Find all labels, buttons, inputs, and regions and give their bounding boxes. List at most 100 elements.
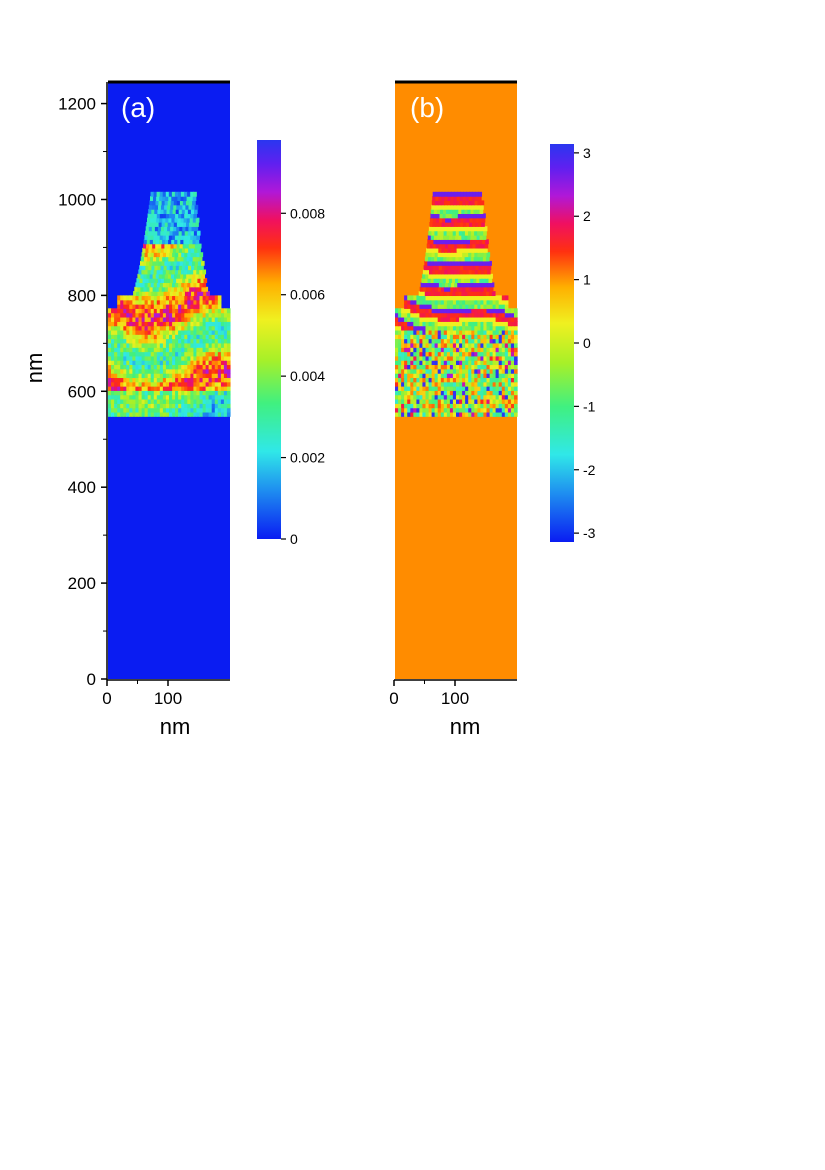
heatmap-cell [220, 325, 225, 331]
heatmap-cell [471, 295, 475, 301]
heatmap-cell [108, 407, 112, 413]
heatmap-cell [189, 222, 193, 227]
heatmap-cell [514, 360, 518, 366]
heatmap-cell [187, 191, 191, 197]
heatmap-cell [223, 411, 228, 417]
heatmap-cell [481, 265, 486, 271]
heatmap-cell [465, 286, 470, 292]
heatmap-cell [199, 252, 204, 258]
heatmap-cell [510, 351, 515, 357]
heatmap-cell [135, 381, 140, 387]
heatmap-cell [217, 407, 222, 413]
heatmap-cell [165, 373, 170, 379]
heatmap-cell [395, 325, 399, 331]
heatmap-cell [164, 260, 169, 266]
heatmap-cell [214, 373, 219, 379]
heatmap-cell [178, 399, 182, 404]
heatmap-cell [162, 282, 167, 288]
heatmap-cell [413, 347, 417, 353]
heatmap-cell [440, 209, 444, 215]
heatmap-cell [449, 204, 454, 210]
heatmap-cell [149, 286, 154, 292]
heatmap-cell [489, 373, 494, 379]
heatmap-cell [181, 317, 185, 322]
heatmap-cell [434, 252, 439, 258]
heatmap-cell [467, 273, 472, 279]
heatmap-cell [477, 317, 482, 322]
heatmap-cell [129, 399, 133, 404]
heatmap-cell [501, 334, 506, 340]
heatmap-cell [410, 338, 414, 344]
heatmap-cell [467, 204, 472, 210]
heatmap-cell [120, 386, 124, 391]
heatmap-cell [480, 399, 485, 404]
heatmap-cell [150, 338, 155, 344]
heatmap-cell [169, 329, 173, 335]
heatmap-cell [196, 295, 201, 301]
heatmap-cell [486, 342, 491, 348]
heatmap-cell [162, 403, 167, 409]
heatmap-cell [153, 386, 158, 391]
heatmap-cell [162, 351, 167, 357]
heatmap-cell [507, 411, 512, 417]
heatmap-cell [459, 196, 464, 202]
heatmap-cell [427, 260, 431, 266]
heatmap-cell [179, 222, 184, 227]
y-tick-label: 0 [87, 670, 96, 689]
heatmap-cell [189, 196, 194, 202]
heatmap-cell [453, 222, 458, 227]
heatmap-cell [471, 304, 475, 309]
heatmap-cell [196, 325, 201, 331]
heatmap-cell [443, 308, 448, 314]
heatmap-cell [220, 368, 225, 374]
heatmap-cell [214, 368, 219, 374]
heatmap-cell [179, 200, 184, 206]
heatmap-cell [440, 355, 445, 361]
heatmap-cell [144, 235, 149, 240]
heatmap-cell [495, 347, 500, 353]
x-axis-label-b: nm [450, 714, 481, 739]
heatmap-cell [111, 411, 115, 417]
heatmap-cell [185, 204, 190, 210]
heatmap-cell [123, 355, 127, 361]
heatmap-cell [480, 390, 485, 396]
heatmap-cell [462, 247, 467, 253]
heatmap-cell [147, 377, 152, 383]
heatmap-cell [480, 226, 485, 232]
heatmap-cell [507, 329, 512, 335]
heatmap-cell [471, 390, 475, 396]
heatmap-cell [220, 321, 225, 327]
heatmap-cell [486, 329, 491, 335]
heatmap-cell [175, 386, 179, 391]
heatmap-cell [410, 411, 414, 417]
heatmap-cell [165, 411, 170, 417]
heatmap-a-cells [108, 191, 231, 417]
heatmap-cell [461, 209, 465, 215]
heatmap-cell [425, 325, 430, 331]
heatmap-cell [114, 364, 118, 370]
heatmap-cell [401, 403, 405, 409]
heatmap-cell [441, 282, 446, 288]
heatmap-cell [120, 399, 124, 404]
heatmap-cell [460, 191, 464, 197]
heatmap-cell [144, 403, 149, 409]
heatmap-cell [474, 360, 478, 366]
heatmap-cell [407, 394, 411, 400]
heatmap-cell [419, 295, 424, 301]
heatmap-cell [456, 308, 460, 314]
heatmap-cell [432, 196, 436, 202]
heatmap-cell [202, 299, 207, 305]
heatmap-cell [504, 373, 509, 379]
heatmap-cell [431, 256, 435, 262]
heatmap-cell [510, 373, 515, 379]
heatmap-cell [159, 355, 164, 361]
heatmap-cell [452, 291, 456, 297]
heatmap-cell [132, 364, 137, 370]
heatmap-cell [446, 235, 450, 240]
heatmap-cell [126, 373, 130, 379]
heatmap-cell [178, 377, 182, 383]
heatmap-cell [196, 269, 200, 275]
heatmap-cell [160, 247, 165, 253]
heatmap-cell [178, 411, 182, 417]
